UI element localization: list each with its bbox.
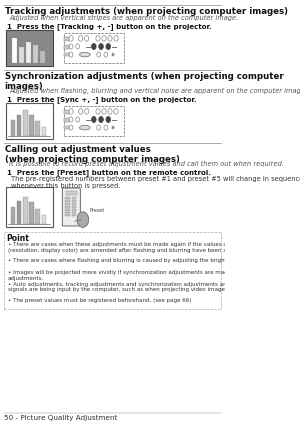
Circle shape bbox=[99, 116, 103, 122]
Circle shape bbox=[112, 53, 114, 56]
Bar bbox=[17, 115, 21, 136]
Bar bbox=[72, 197, 76, 199]
Bar bbox=[35, 209, 40, 224]
Text: 50 - Picture Quality Adjustment: 50 - Picture Quality Adjustment bbox=[4, 415, 117, 421]
Bar bbox=[72, 203, 76, 205]
Text: • Images will be projected more vividly if synchronization adjustments are made : • Images will be projected more vividly … bbox=[8, 270, 280, 281]
Bar bbox=[64, 33, 124, 63]
Bar bbox=[12, 38, 16, 63]
Circle shape bbox=[99, 43, 103, 50]
Text: Preset: Preset bbox=[89, 208, 105, 213]
Bar bbox=[26, 42, 31, 63]
Text: Adjusted when vertical stripes are apparent on the computer image.: Adjusted when vertical stripes are appar… bbox=[9, 15, 238, 21]
Text: Calling out adjustment values
(when projecting computer images): Calling out adjustment values (when proj… bbox=[4, 145, 179, 164]
Text: Tracking adjustments (when projecting computer images): Tracking adjustments (when projecting co… bbox=[4, 7, 287, 16]
Bar bbox=[23, 197, 28, 224]
Bar bbox=[6, 187, 52, 227]
Bar bbox=[65, 212, 70, 213]
Bar bbox=[64, 126, 69, 129]
Bar bbox=[6, 103, 52, 139]
Bar bbox=[17, 201, 21, 224]
Text: • The preset values must be registered beforehand. (see page 66): • The preset values must be registered b… bbox=[8, 298, 191, 303]
Text: It is possible to record preset adjustment values and call them out when require: It is possible to record preset adjustme… bbox=[9, 161, 284, 167]
Bar bbox=[72, 212, 76, 213]
Bar bbox=[6, 30, 52, 66]
Bar bbox=[64, 110, 69, 113]
Text: Synchronization adjustments (when projecting computer
images): Synchronization adjustments (when projec… bbox=[4, 72, 283, 91]
Bar bbox=[19, 47, 24, 63]
Bar bbox=[65, 203, 70, 205]
Text: • There are cases where flashing and blurring is caused by adjusting the brightn: • There are cases where flashing and blu… bbox=[8, 258, 280, 264]
Ellipse shape bbox=[80, 125, 90, 130]
Ellipse shape bbox=[80, 52, 90, 57]
Bar bbox=[64, 37, 69, 40]
Circle shape bbox=[106, 116, 111, 122]
Bar bbox=[65, 200, 70, 202]
Bar bbox=[33, 45, 38, 63]
Bar bbox=[64, 45, 69, 48]
Bar bbox=[65, 197, 70, 199]
Bar bbox=[11, 120, 15, 136]
Bar bbox=[35, 122, 40, 136]
Bar bbox=[65, 214, 70, 216]
Bar bbox=[42, 127, 46, 136]
Bar bbox=[72, 200, 76, 202]
Bar bbox=[11, 207, 15, 224]
Bar bbox=[40, 51, 45, 63]
Bar bbox=[72, 206, 76, 208]
Text: • There are cases when these adjustments must be made again if the values output: • There are cases when these adjustments… bbox=[8, 242, 295, 253]
Bar bbox=[29, 202, 34, 224]
Text: The pre-registered numbers between preset #1 and preset #5 will change in sequen: The pre-registered numbers between prese… bbox=[11, 176, 300, 189]
Bar bbox=[64, 118, 69, 122]
Bar bbox=[23, 110, 28, 136]
Text: 1  Press the [Sync +, -] button on the projector.: 1 Press the [Sync +, -] button on the pr… bbox=[7, 96, 196, 103]
Bar bbox=[29, 116, 34, 136]
Circle shape bbox=[112, 126, 114, 129]
Text: 1  Press the [Tracking +, -] button on the projector.: 1 Press the [Tracking +, -] button on th… bbox=[7, 23, 212, 30]
FancyBboxPatch shape bbox=[62, 188, 80, 226]
Bar bbox=[65, 191, 77, 196]
Bar bbox=[64, 106, 124, 136]
Text: • Auto adjustments, tracking adjustments and synchronization adjustments are not: • Auto adjustments, tracking adjustments… bbox=[8, 282, 296, 292]
Bar bbox=[72, 214, 76, 216]
Bar bbox=[42, 215, 46, 224]
Circle shape bbox=[77, 212, 89, 227]
Text: Adjusted when flashing, blurring and vertical noise are apparent on the computer: Adjusted when flashing, blurring and ver… bbox=[9, 88, 300, 94]
Text: 1  Press the [Preset] button on the remote control.: 1 Press the [Preset] button on the remot… bbox=[7, 169, 211, 176]
Bar bbox=[65, 206, 70, 208]
Circle shape bbox=[92, 43, 96, 50]
Bar bbox=[65, 209, 70, 211]
Bar bbox=[4, 232, 221, 309]
Bar bbox=[64, 53, 69, 57]
Circle shape bbox=[92, 116, 96, 122]
Circle shape bbox=[106, 43, 111, 50]
Text: Point: Point bbox=[6, 234, 29, 243]
Bar bbox=[72, 209, 76, 211]
